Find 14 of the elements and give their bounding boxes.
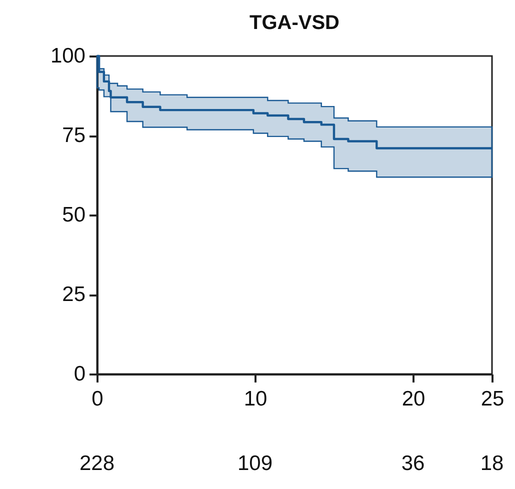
y-tick-label: 50 (62, 204, 86, 226)
y-tick-label: 0 (74, 362, 86, 386)
y-tick-label: 100 (50, 44, 86, 68)
y-tick-label: 75 (62, 124, 86, 147)
text: 109 (237, 452, 273, 475)
text: 18 (480, 452, 504, 475)
text: 36 (401, 452, 425, 475)
x-tick-label: 25 (480, 388, 504, 410)
x-tick-label: 0 (92, 388, 104, 410)
y-tick-label: 25 (62, 283, 86, 306)
chart-title: TGA-VSD (250, 12, 340, 34)
x-tick-label: 10 (244, 388, 268, 410)
text: 228 (79, 452, 115, 475)
x-tick-label: 20 (402, 388, 426, 410)
